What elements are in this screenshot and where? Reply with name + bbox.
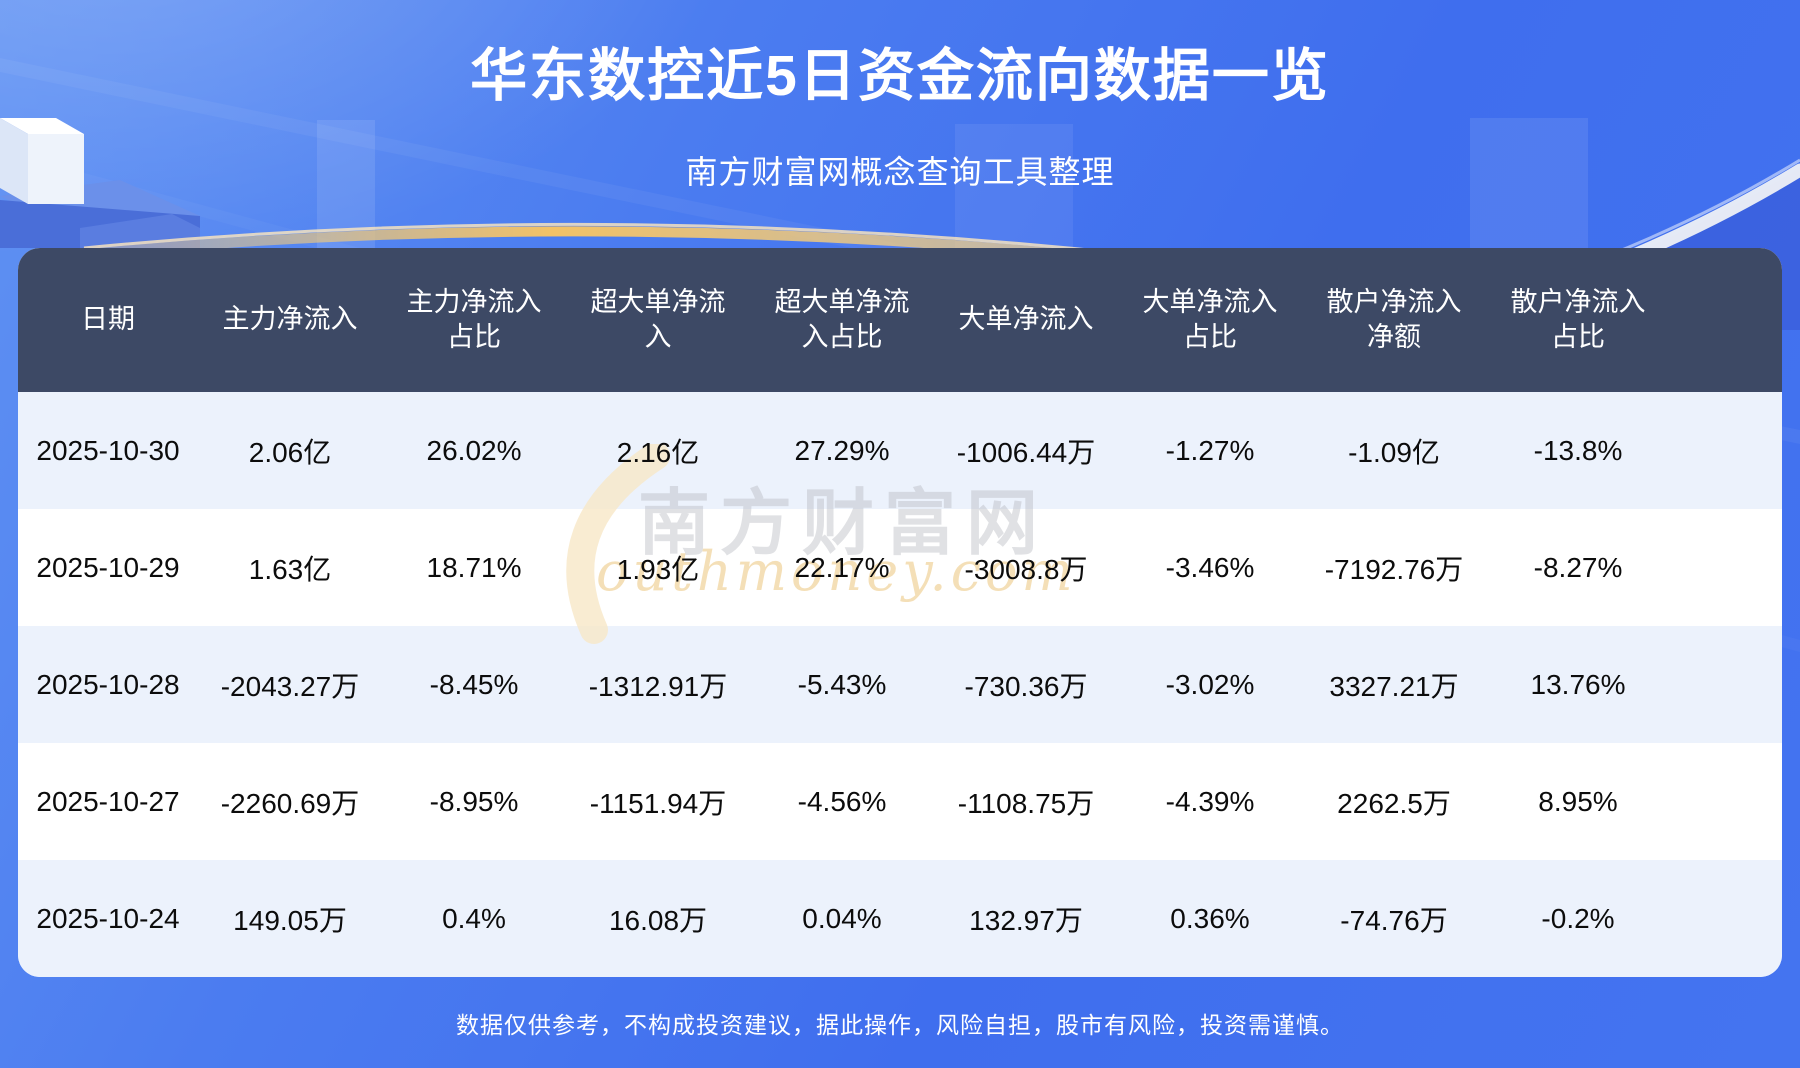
table-cell: 2025-10-24 bbox=[36, 902, 180, 934]
table-cell: 2025-10-28 bbox=[36, 668, 180, 700]
table-cell: -5.43% bbox=[797, 668, 887, 700]
column-header-main-net-inflow: 主力净流入 bbox=[222, 304, 358, 335]
table-cell: 2025-10-29 bbox=[36, 551, 180, 583]
table-cell: 0.36% bbox=[1170, 902, 1250, 934]
table-cell: 8.95% bbox=[1538, 785, 1618, 817]
page-subtitle: 南方财富网概念查询工具整理 bbox=[685, 154, 1115, 190]
column-header-large-net-inflow: 大单净流入 bbox=[958, 304, 1094, 335]
table-cell: 132.97万 bbox=[969, 904, 1083, 936]
table-cell: -4.56% bbox=[797, 785, 887, 817]
table-cell: 0.04% bbox=[802, 902, 882, 934]
glass-pane bbox=[1470, 118, 1588, 258]
building-decoration bbox=[0, 118, 200, 248]
disclaimer-text: 数据仅供参考，不构成投资建议，据此操作，风险自担，股市有风险，投资需谨慎。 bbox=[456, 1011, 1344, 1038]
table-cell: -8.45% bbox=[429, 668, 519, 700]
table-cell: -1.09亿 bbox=[1348, 436, 1440, 468]
table-cell: 22.17% bbox=[794, 551, 890, 583]
table-cell: -3008.8万 bbox=[964, 553, 1088, 585]
table-cell: -730.36万 bbox=[964, 670, 1088, 702]
table-row: 2025-10-24 149.05万 0.4% 16.08万 0.04% 132… bbox=[18, 860, 1782, 977]
column-header-super-large-net-inflow: 超大单净流入 bbox=[590, 286, 726, 352]
table-cell: -3.02% bbox=[1165, 668, 1255, 700]
table-row: 2025-10-30 2.06亿 26.02% 2.16亿 27.29% -10… bbox=[18, 392, 1782, 509]
table-cell: -74.76万 bbox=[1340, 904, 1448, 936]
column-header-main-net-inflow-pct: 主力净流入占比 bbox=[406, 286, 542, 352]
table-cell: 26.02% bbox=[426, 434, 522, 466]
column-header-super-large-net-inflow-pct: 超大单净流入占比 bbox=[774, 286, 910, 352]
glass-pane bbox=[955, 124, 1073, 248]
table-row: 2025-10-27 -2260.69万 -8.95% -1151.94万 -4… bbox=[18, 743, 1782, 860]
table-cell: -0.2% bbox=[1541, 902, 1615, 934]
golden-arc bbox=[61, 222, 1151, 267]
fund-flow-table: 日期 主力净流入 主力净流入占比 超大单净流入 超大单净流入占比 大单净流入 大… bbox=[18, 248, 1782, 977]
table-cell: -8.27% bbox=[1533, 551, 1623, 583]
table-cell: 2025-10-30 bbox=[36, 434, 180, 466]
table-cell: 18.71% bbox=[426, 551, 522, 583]
page-title: 华东数控近5日资金流向数据一览 bbox=[470, 44, 1330, 108]
table-cell: 16.08万 bbox=[608, 904, 708, 936]
table-cell: -8.95% bbox=[429, 785, 519, 817]
table-cell: -1108.75万 bbox=[957, 787, 1095, 819]
table-cell: -1006.44万 bbox=[956, 436, 1096, 468]
table-cell: -7192.76万 bbox=[1324, 553, 1464, 585]
table-cell: 13.76% bbox=[1530, 668, 1626, 700]
table-cell: 149.05万 bbox=[233, 904, 347, 936]
table-row: 2025-10-29 1.63亿 18.71% 1.93亿 22.17% -30… bbox=[18, 509, 1782, 626]
table-row: 2025-10-28 -2043.27万 -8.45% -1312.91万 -5… bbox=[18, 626, 1782, 743]
table-cell: 2.16亿 bbox=[616, 436, 700, 468]
table-cell: 1.63亿 bbox=[248, 553, 332, 585]
table-cell: -13.8% bbox=[1533, 434, 1623, 466]
table-cell: 2262.5万 bbox=[1337, 787, 1451, 819]
column-header-large-net-inflow-pct: 大单净流入占比 bbox=[1142, 286, 1278, 352]
table-cell: -1151.94万 bbox=[589, 787, 727, 819]
table-cell: 27.29% bbox=[794, 434, 890, 466]
table-cell: -3.46% bbox=[1165, 551, 1255, 583]
table-header-row: 日期 主力净流入 主力净流入占比 超大单净流入 超大单净流入占比 大单净流入 大… bbox=[18, 248, 1782, 392]
table-cell: 1.93亿 bbox=[616, 553, 700, 585]
table-cell: -1312.91万 bbox=[588, 670, 728, 702]
table-cell: -1.27% bbox=[1165, 434, 1255, 466]
table-cell: -4.39% bbox=[1165, 785, 1255, 817]
table-cell: 0.4% bbox=[442, 902, 506, 934]
column-header-retail-net-inflow-pct: 散户净流入占比 bbox=[1510, 286, 1646, 352]
column-header-retail-net-inflow-amount: 散户净流入净额 bbox=[1326, 286, 1462, 352]
glass-pane bbox=[317, 120, 375, 248]
table-cell: -2260.69万 bbox=[220, 787, 360, 819]
table-cell: 2025-10-27 bbox=[36, 785, 180, 817]
table-cell: 3327.21万 bbox=[1329, 670, 1459, 702]
table-cell: 2.06亿 bbox=[248, 436, 332, 468]
table-cell: -2043.27万 bbox=[220, 670, 360, 702]
column-header-date: 日期 bbox=[81, 304, 135, 335]
